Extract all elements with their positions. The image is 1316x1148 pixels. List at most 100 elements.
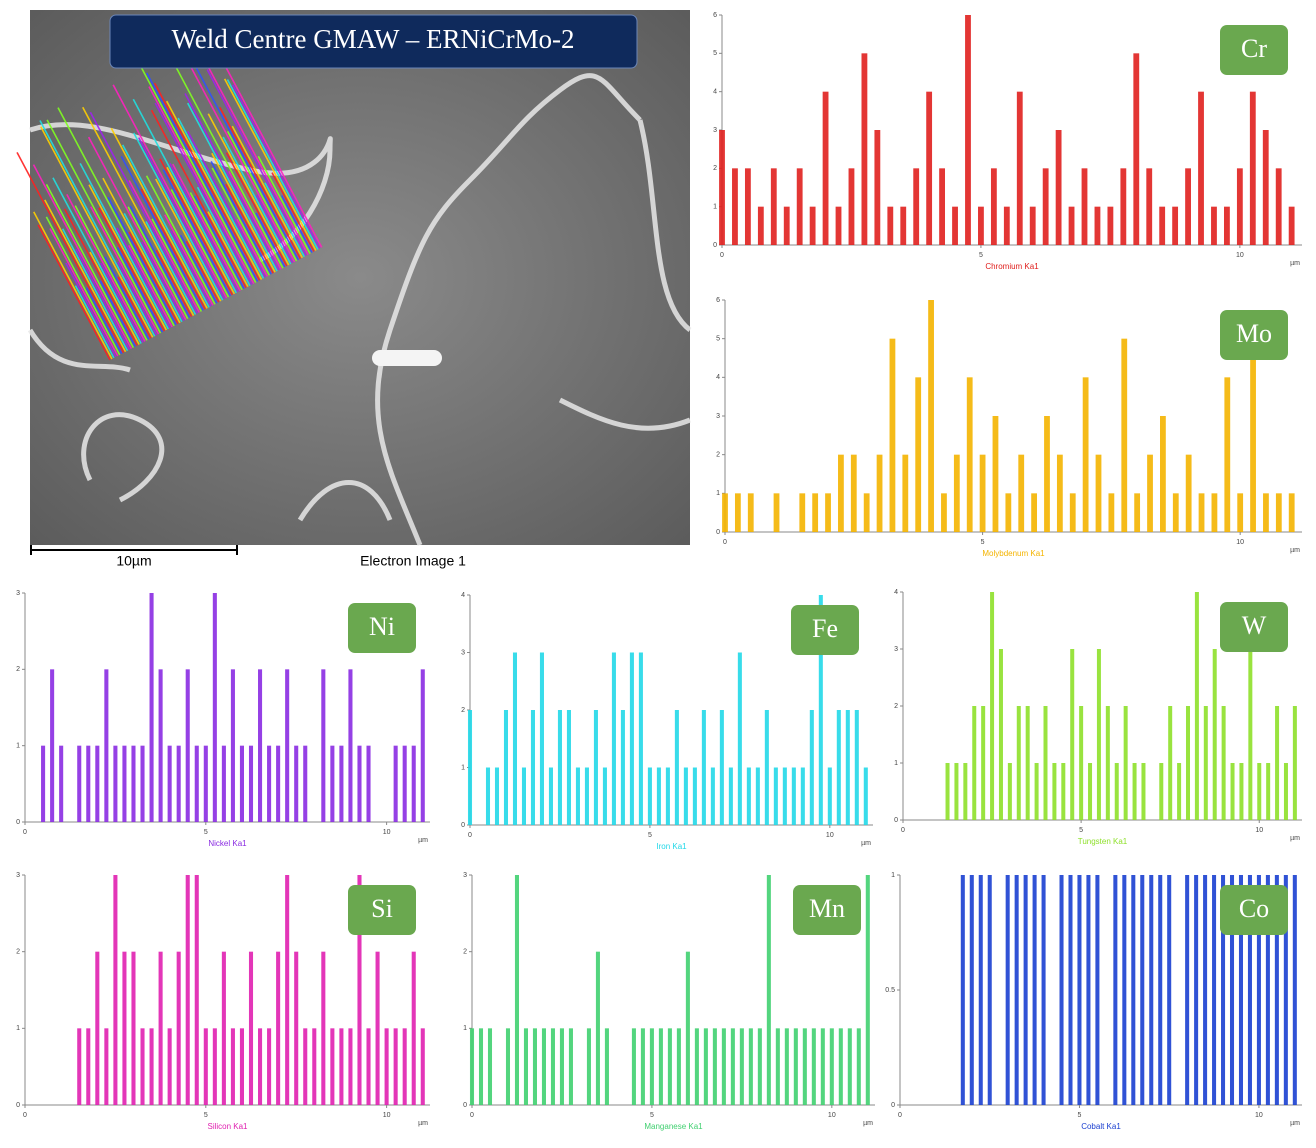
bar xyxy=(1082,168,1088,245)
bar xyxy=(967,377,973,532)
bar xyxy=(735,493,741,532)
bar xyxy=(258,1028,262,1105)
bar xyxy=(321,669,325,822)
x-unit: µm xyxy=(863,1120,873,1127)
bar xyxy=(513,653,517,826)
bar xyxy=(864,768,868,826)
x-tick-label: 10 xyxy=(383,829,391,836)
bar xyxy=(846,710,850,825)
bar xyxy=(1006,875,1010,1105)
y-tick-label: 6 xyxy=(716,297,720,304)
bar xyxy=(1030,207,1036,245)
bar xyxy=(939,168,945,245)
x-tick-label: 0 xyxy=(470,1112,474,1119)
bar xyxy=(794,1028,798,1105)
y-tick-label: 2 xyxy=(894,703,898,710)
y-tick-label: 4 xyxy=(713,89,717,96)
bar xyxy=(1017,706,1021,820)
x-tick-label: 0 xyxy=(720,252,724,259)
bar xyxy=(861,53,867,245)
bar xyxy=(1057,455,1063,532)
bar xyxy=(515,875,519,1105)
y-tick-label: 0 xyxy=(16,819,20,826)
bar xyxy=(801,768,805,826)
bar xyxy=(1212,493,1218,532)
bar xyxy=(1186,455,1192,532)
bar xyxy=(95,746,99,822)
bar xyxy=(928,300,934,532)
bar xyxy=(659,1028,663,1105)
bar xyxy=(267,746,271,822)
bar xyxy=(797,168,803,245)
bar xyxy=(1224,377,1230,532)
bar xyxy=(524,1028,528,1105)
bar xyxy=(1250,339,1256,532)
bar xyxy=(639,653,643,826)
x-tick-label: 10 xyxy=(1236,539,1244,546)
x-unit: µm xyxy=(1290,547,1300,554)
x-tick-label: 0 xyxy=(23,829,27,836)
bar xyxy=(1044,416,1050,532)
bar xyxy=(140,746,144,822)
bar xyxy=(186,669,190,822)
bar xyxy=(470,1028,474,1105)
bar xyxy=(594,710,598,825)
y-tick-label: 1 xyxy=(463,1025,467,1032)
bar xyxy=(1077,875,1081,1105)
bar xyxy=(849,168,855,245)
bar xyxy=(1017,92,1023,245)
bar xyxy=(150,1028,154,1105)
bar xyxy=(1158,875,1162,1105)
bar xyxy=(866,875,870,1105)
bar xyxy=(1185,875,1189,1105)
bar xyxy=(1213,649,1217,820)
x-axis-label: Manganese Ka1 xyxy=(644,1122,703,1131)
bar xyxy=(366,1028,370,1105)
x-tick-label: 5 xyxy=(204,829,208,836)
bar xyxy=(1276,168,1282,245)
x-axis-label: Silicon Ka1 xyxy=(207,1122,248,1131)
bar xyxy=(1248,649,1252,820)
bar xyxy=(711,768,715,826)
bar xyxy=(1052,763,1056,820)
x-tick-label: 10 xyxy=(826,832,834,839)
bar xyxy=(213,1028,217,1105)
bar xyxy=(1263,493,1269,532)
bar xyxy=(630,653,634,826)
bar xyxy=(941,493,947,532)
bar xyxy=(961,875,965,1105)
x-unit: µm xyxy=(418,1120,428,1127)
bar xyxy=(1088,763,1092,820)
bar xyxy=(810,207,816,245)
x-tick-label: 5 xyxy=(1078,1112,1082,1119)
bar xyxy=(159,669,163,822)
bar xyxy=(1122,875,1126,1105)
bar xyxy=(1056,130,1062,245)
bar xyxy=(756,768,760,826)
bar xyxy=(1068,875,1072,1105)
bar xyxy=(1033,875,1037,1105)
bar xyxy=(59,746,63,822)
bar xyxy=(803,1028,807,1105)
bar xyxy=(979,875,983,1105)
y-tick-label: 5 xyxy=(716,336,720,343)
x-tick-label: 0 xyxy=(898,1112,902,1119)
bar xyxy=(1107,207,1113,245)
y-tick-label: 5 xyxy=(713,50,717,57)
bar xyxy=(731,1028,735,1105)
bar xyxy=(991,168,997,245)
bar xyxy=(1147,455,1153,532)
bar xyxy=(403,1028,407,1105)
y-tick-label: 0 xyxy=(713,242,717,249)
bar xyxy=(1177,763,1181,820)
bar xyxy=(1289,493,1295,532)
bar xyxy=(177,746,181,822)
y-tick-label: 4 xyxy=(894,589,898,596)
bar xyxy=(1096,455,1102,532)
x-unit: µm xyxy=(1290,260,1300,267)
bar xyxy=(1266,763,1270,820)
bar xyxy=(1079,706,1083,820)
x-tick-label: 5 xyxy=(979,252,983,259)
bar xyxy=(603,768,607,826)
bar xyxy=(719,130,725,245)
